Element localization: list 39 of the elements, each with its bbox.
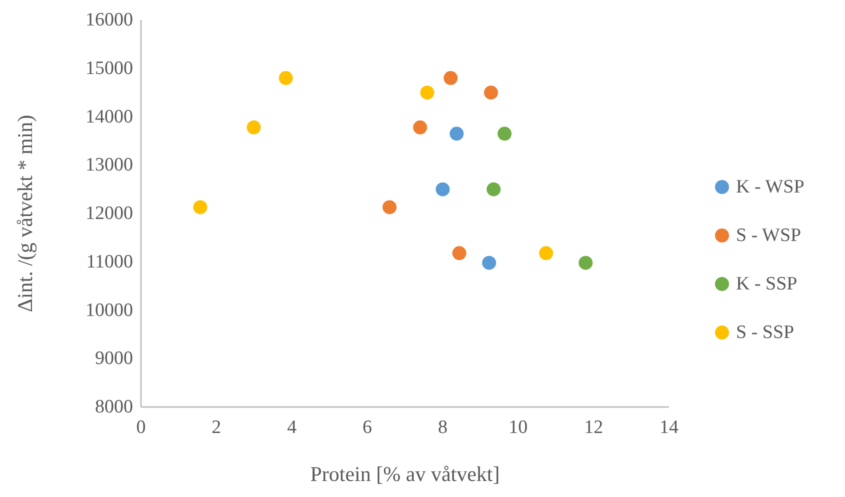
point (382, 200, 397, 214)
legend-label: S - WSP (736, 225, 802, 246)
x-tick-label: 14 (660, 417, 679, 438)
point (278, 71, 293, 86)
x-tick-label: 12 (584, 417, 604, 438)
y-tick-label: 10000 (86, 300, 133, 321)
y-tick-label: 13000 (86, 154, 133, 176)
legend-label: K - WSP (736, 176, 804, 198)
point (486, 182, 501, 196)
y-tick-label: 8000 (95, 396, 133, 418)
point (413, 120, 428, 134)
y-tick-label: 11000 (86, 251, 133, 272)
point (452, 246, 466, 260)
point (498, 126, 512, 141)
x-tick-label: 6 (362, 417, 372, 438)
point (482, 256, 496, 270)
y-tick-label: 14000 (86, 106, 133, 128)
legend-label: K - SSP (736, 274, 798, 294)
point (193, 200, 208, 214)
point (539, 246, 554, 260)
point (444, 71, 458, 86)
y-tick-label: 9000 (95, 348, 133, 370)
y-axis-title: Δint. /(g våtvekt * min) (13, 114, 37, 312)
x-tick-label: 4 (287, 417, 298, 438)
x-axis-title: Protein [% av våtvekt] (310, 462, 500, 486)
y-tick-label: 12000 (86, 203, 133, 224)
x-tick-label: 2 (212, 417, 222, 438)
point (420, 86, 434, 100)
point (578, 256, 593, 270)
point (246, 120, 261, 134)
y-tick-label: 15000 (86, 58, 133, 79)
legend-label: S - SSP (736, 322, 794, 343)
y-tick-label: 16000 (86, 10, 133, 30)
point (436, 182, 450, 196)
x-tick-label: 8 (438, 417, 448, 438)
point (450, 126, 464, 141)
point (484, 86, 498, 100)
x-tick-label: 10 (508, 417, 528, 438)
x-tick-label: 0 (136, 417, 146, 438)
